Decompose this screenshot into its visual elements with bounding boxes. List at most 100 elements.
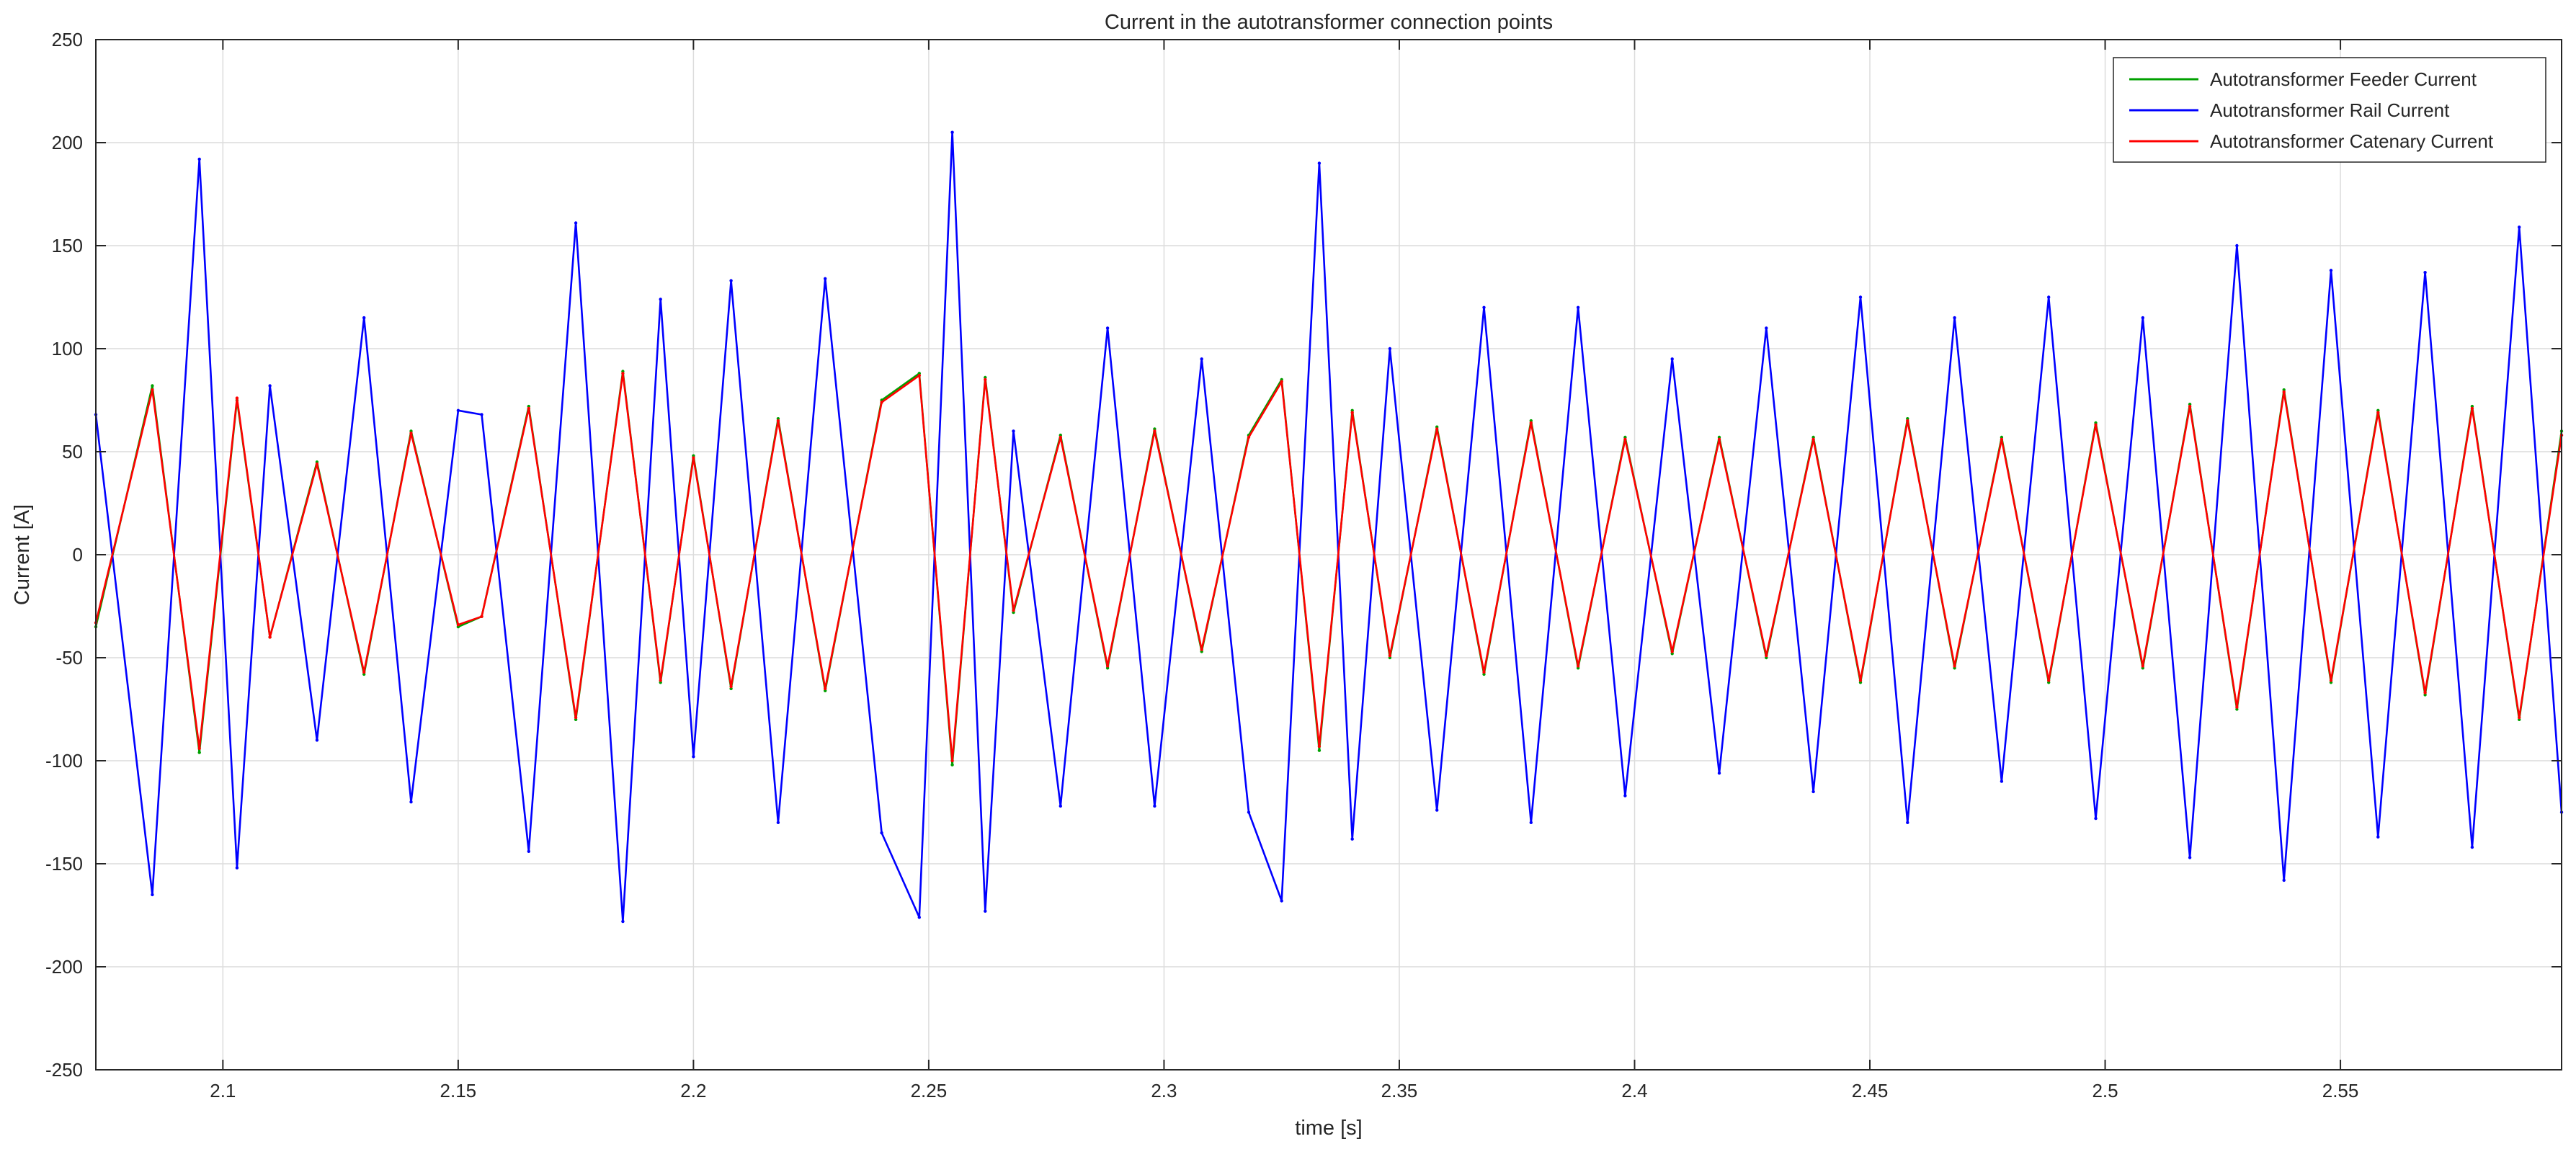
series-2-point	[984, 377, 987, 382]
legend: Autotransformer Feeder Current Autotransf…	[2113, 57, 2546, 163]
series-2-point	[409, 432, 413, 435]
series-1-point	[1576, 305, 1580, 309]
series-0-point	[197, 751, 201, 754]
series-2-point	[1906, 419, 1909, 423]
series-2-point	[880, 401, 883, 404]
series-1-point	[151, 893, 154, 897]
series-2-point	[729, 684, 733, 689]
series-2-point	[1717, 437, 1721, 441]
series-1-point	[2423, 271, 2427, 274]
series-0-point	[950, 763, 954, 767]
legend-items: Autotransformer Feeder Current Autotransf…	[2129, 68, 2494, 152]
series-2-point	[1482, 670, 1486, 674]
series-2-point	[480, 614, 483, 618]
series-2-point	[2423, 691, 2427, 694]
y-tick-label: -50	[55, 647, 83, 669]
series-1-point	[527, 849, 530, 854]
series-2-point	[527, 406, 530, 411]
series-2-point	[659, 679, 662, 682]
series-1-point	[268, 384, 272, 388]
legend-label: Autotransformer Rail Current	[2210, 99, 2450, 121]
series-2-point	[2094, 423, 2098, 426]
series-1-point	[917, 916, 922, 919]
series-0-point	[151, 384, 154, 388]
series-1-point	[456, 408, 460, 412]
x-tick-label: 2.45	[1852, 1080, 1889, 1101]
x-tick-label: 2.35	[1381, 1080, 1418, 1101]
series-2-point	[1059, 435, 1063, 439]
x-tick-label: 2.1	[210, 1080, 236, 1101]
y-tick-label: 0	[73, 544, 83, 566]
series-2-point	[917, 374, 922, 377]
series-1-point	[1953, 316, 1956, 320]
series-2-point	[692, 456, 695, 460]
series-2-point	[621, 372, 625, 375]
x-tick-label: 2.55	[2322, 1080, 2359, 1101]
series-2-point	[2470, 406, 2474, 411]
series-2-point	[197, 746, 201, 751]
series-1-point	[1717, 772, 1721, 775]
series-2-point	[824, 687, 827, 691]
x-tick-label: 2.2	[680, 1080, 706, 1101]
series-2-point	[1765, 653, 1768, 658]
series-2-point	[2329, 679, 2333, 682]
series-1-point	[1482, 305, 1486, 309]
series-2-point	[2376, 411, 2380, 414]
series-0-point	[1317, 748, 1322, 752]
y-tick-label: -150	[45, 853, 83, 875]
series-2-point	[1953, 664, 1956, 668]
series-2-point	[456, 623, 460, 627]
series-2-point	[574, 715, 578, 720]
series-1-point	[1670, 357, 1674, 361]
series-1-point	[2376, 835, 2380, 839]
x-tick-label: 2.25	[911, 1080, 948, 1101]
series-2-point	[2047, 679, 2051, 682]
y-tick-label: -200	[45, 956, 83, 978]
series-2-point	[235, 396, 239, 400]
series-2-point	[1247, 435, 1251, 439]
series-1-point	[2141, 316, 2144, 320]
series-1-point	[984, 909, 987, 913]
series-1-point	[1012, 429, 1015, 433]
series-2-point	[315, 462, 319, 466]
x-tick-label: 2.5	[2092, 1080, 2118, 1101]
y-axis-label: Current [A]	[11, 504, 34, 605]
series-2-point	[1670, 650, 1674, 653]
series-lines	[94, 130, 2564, 924]
series-2-point	[1576, 664, 1580, 668]
series-1-point	[659, 298, 662, 301]
series-1-point	[574, 221, 578, 225]
x-axis-label: time [s]	[1295, 1117, 1362, 1140]
series-1-point	[362, 316, 366, 320]
series-1-point	[2329, 269, 2333, 272]
series-1-point	[2000, 779, 2004, 783]
series-2-point	[151, 388, 154, 392]
series-2-point	[2282, 390, 2286, 394]
series-1-point	[1200, 357, 1203, 361]
series-2-point	[1153, 429, 1156, 433]
series-1-point	[1858, 295, 1863, 299]
series-1-point	[729, 279, 733, 282]
x-tick-label: 2.4	[1621, 1080, 1647, 1101]
series-1-point	[1623, 794, 1627, 797]
series-1-point	[1105, 326, 1110, 330]
x-tick-label: 2.15	[440, 1080, 477, 1101]
series-1-point	[1153, 804, 1156, 808]
series-1-point	[2282, 878, 2286, 882]
series-1-point	[2235, 243, 2239, 248]
series-1-point	[1529, 821, 1533, 825]
y-tick-label: 150	[52, 235, 83, 256]
series-2-point	[1623, 437, 1627, 441]
series-2-point	[1858, 679, 1863, 682]
series-1-point	[1059, 804, 1063, 808]
chart-title: Current in the autotransformer connectio…	[1105, 11, 1553, 34]
series-2-point	[1388, 653, 1392, 658]
series-1-point	[1317, 161, 1322, 165]
series-2-point	[2235, 705, 2239, 709]
series-1-point	[950, 130, 954, 134]
x-tick-label: 2.3	[1151, 1080, 1177, 1101]
y-tick-label: 250	[52, 29, 83, 50]
series-1-point	[315, 738, 319, 742]
